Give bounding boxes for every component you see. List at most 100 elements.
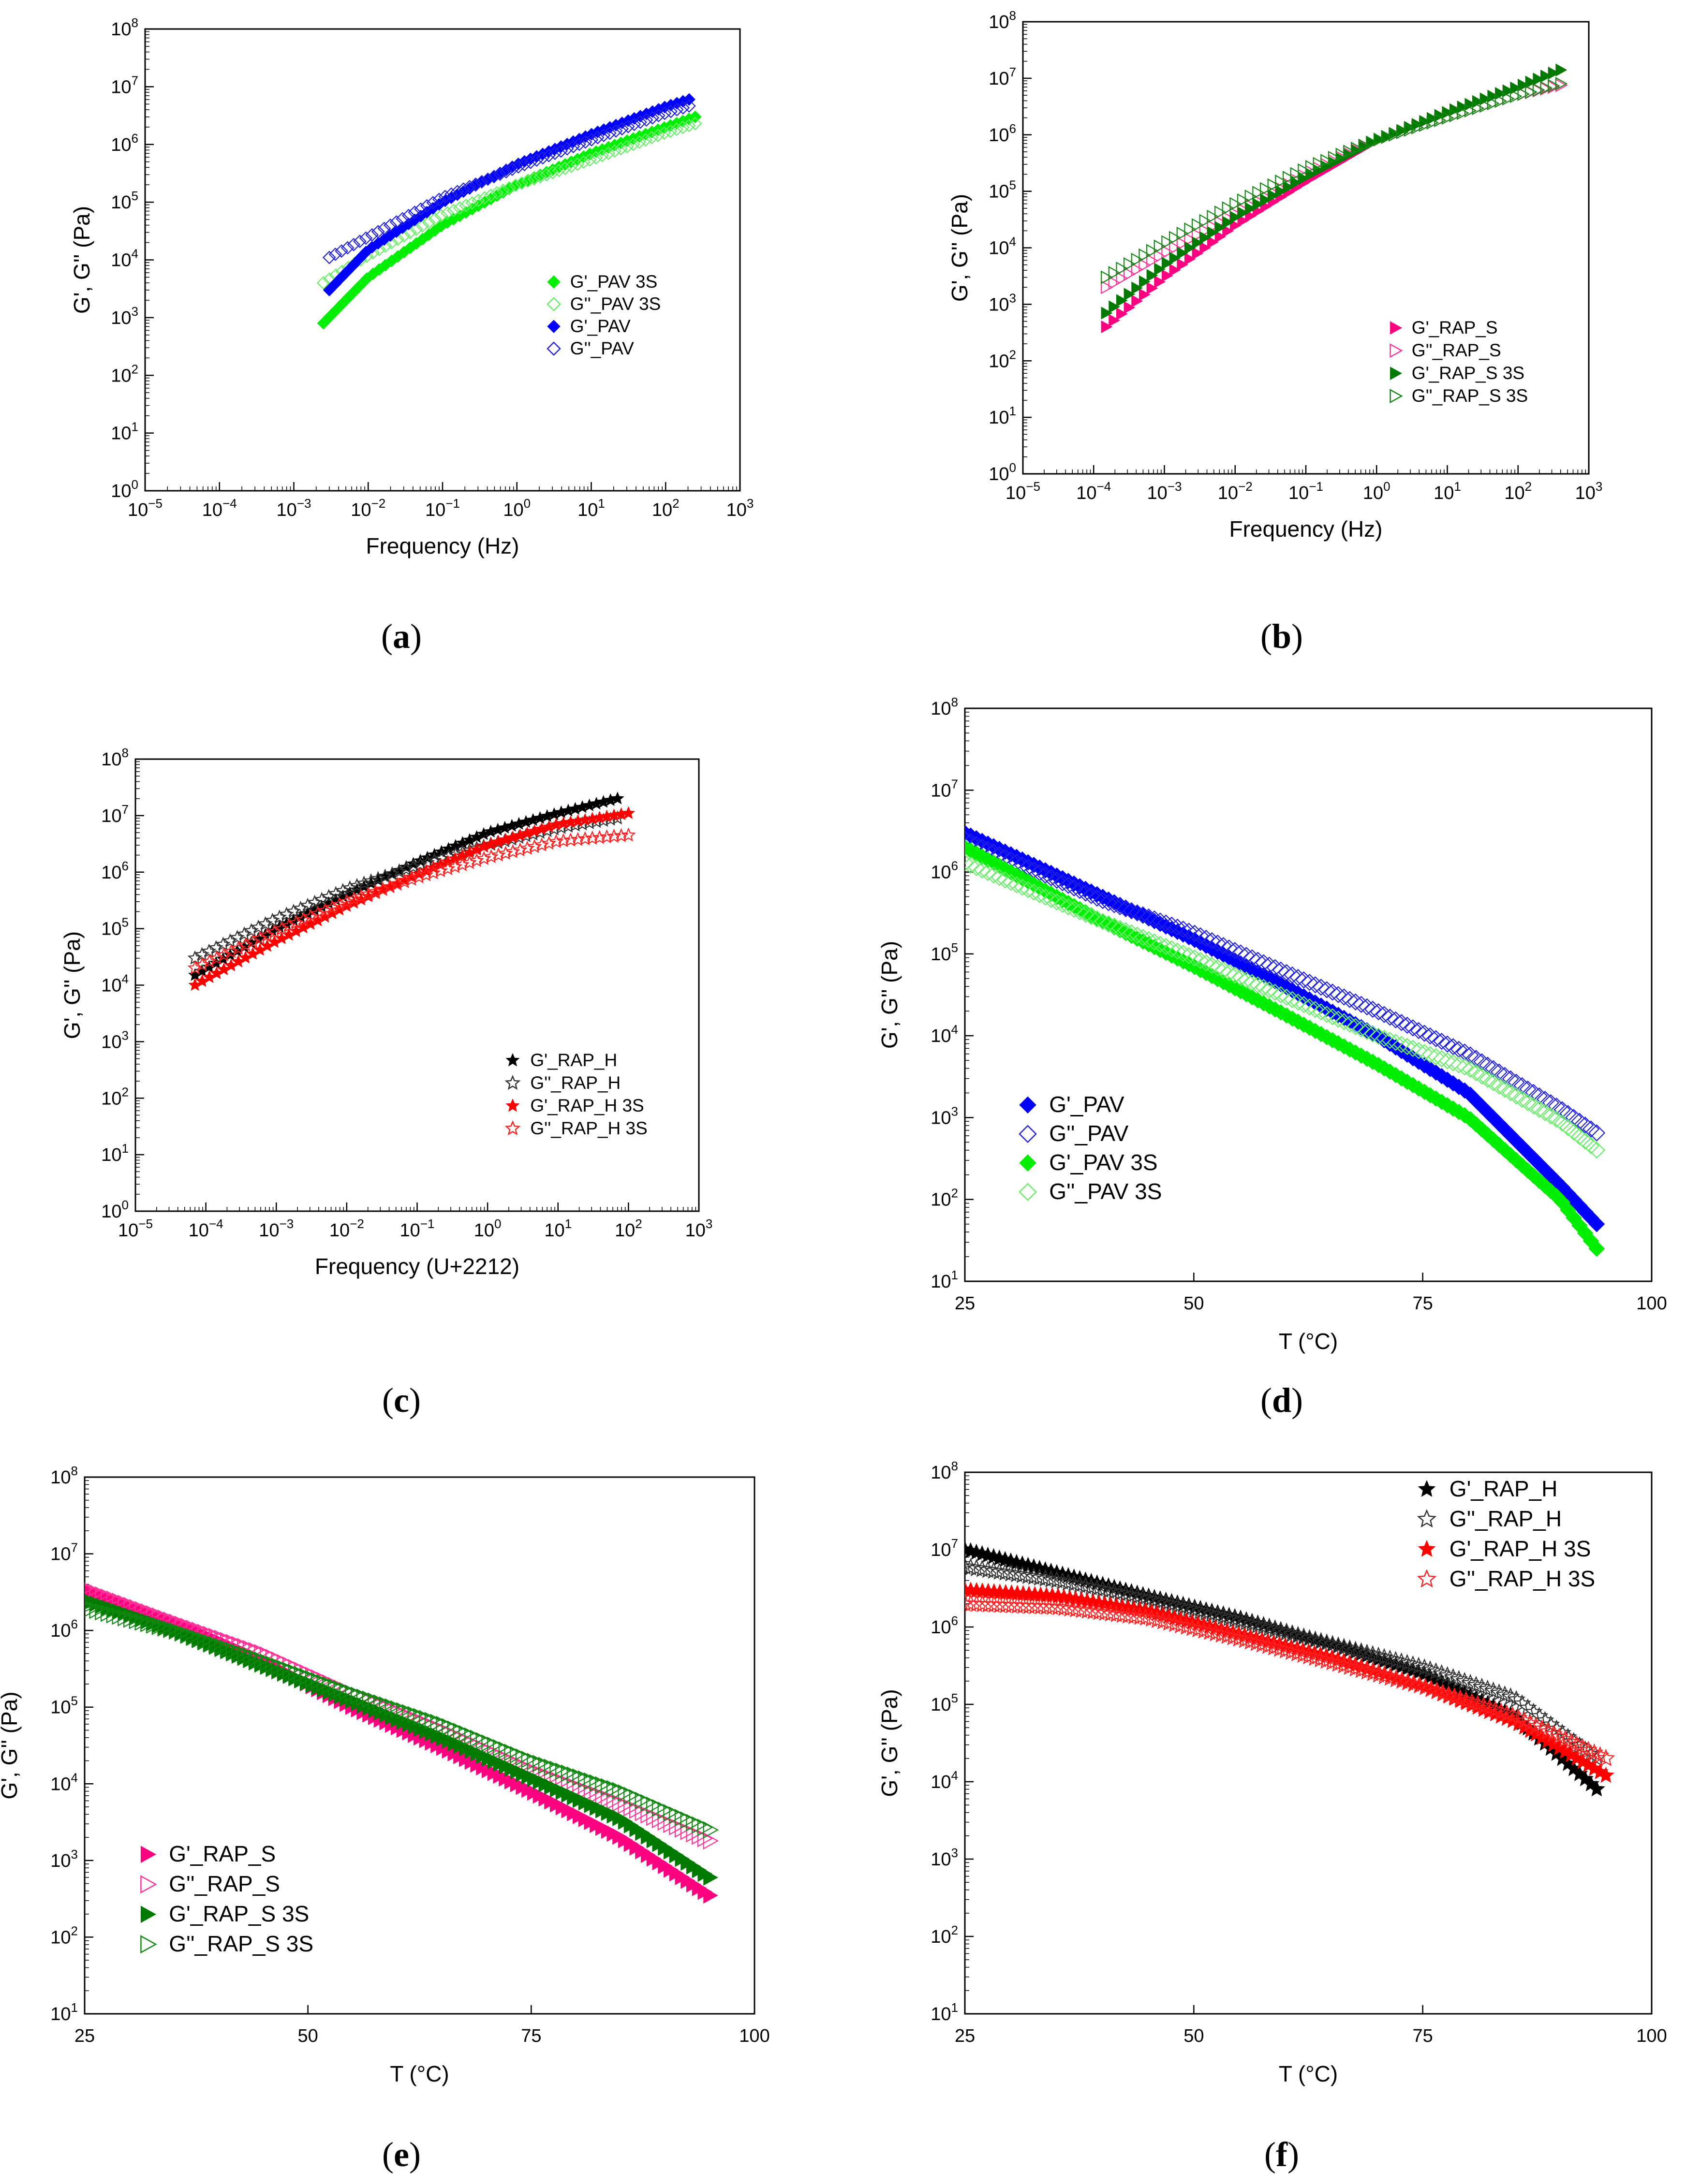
data-point [140, 1603, 156, 1621]
legend-label: G'_RAP_S [169, 1841, 276, 1866]
data-point [583, 1772, 600, 1790]
tick-label-exponent: 2 [1009, 347, 1016, 362]
data-point [1451, 1689, 1470, 1707]
data-point [1254, 1617, 1273, 1635]
y-tick-label: 101 [50, 2000, 78, 2024]
data-point [640, 1794, 656, 1812]
tick-label-exponent: 4 [122, 972, 129, 986]
data-point [639, 133, 652, 147]
data-point [1548, 1111, 1565, 1128]
tick-label-exponent: 1 [1009, 404, 1016, 418]
data-point [1065, 879, 1083, 897]
data-point [1177, 247, 1189, 260]
data-point [1478, 1679, 1497, 1697]
data-point [515, 1748, 532, 1766]
data-point [1008, 876, 1025, 894]
panel-caption: (b) [1260, 617, 1303, 656]
tick-label-exponent: 5 [1009, 178, 1016, 192]
data-point [1312, 979, 1330, 996]
data-point [521, 1750, 537, 1768]
data-point [1184, 252, 1196, 265]
data-point [697, 1830, 713, 1847]
tick-label-base: 10 [726, 500, 747, 520]
data-point [1266, 959, 1284, 977]
data-point [566, 1766, 583, 1784]
data-point [1088, 910, 1106, 928]
data-point [1555, 1730, 1575, 1748]
data-point [1188, 1620, 1207, 1638]
caption-paren-open: ( [1260, 1381, 1272, 1420]
data-point [1174, 921, 1192, 938]
tick-label-base: 10 [931, 2004, 951, 2024]
y-tick-label: 100 [111, 477, 138, 501]
data-point [385, 866, 400, 880]
caption-letter: a [393, 617, 410, 656]
data-point [1381, 130, 1394, 144]
data-point [1111, 898, 1129, 916]
data-point [1305, 1648, 1324, 1666]
data-point [1346, 1641, 1365, 1658]
data-point [342, 880, 357, 894]
data-point [1341, 991, 1359, 1008]
data-point [1375, 1006, 1393, 1023]
data-point [1212, 1625, 1231, 1643]
data-point [1177, 1617, 1196, 1635]
data-point [1229, 1629, 1248, 1647]
data-point [1268, 189, 1279, 202]
data-point [1072, 1600, 1091, 1618]
data-point [664, 124, 678, 138]
data-point [676, 120, 690, 134]
data-point [606, 1792, 622, 1810]
tick-label-exponent: 1 [565, 1217, 572, 1231]
x-tick-label: 10−4 [1076, 479, 1111, 503]
data-point [363, 873, 379, 888]
data-point [1161, 269, 1173, 282]
tick-label-base: 10 [189, 1220, 209, 1241]
data-point [688, 117, 702, 131]
data-point [1284, 991, 1301, 1009]
data-point [1343, 145, 1356, 159]
data-point [623, 1787, 639, 1804]
data-point [1410, 1022, 1427, 1040]
data-point [538, 1757, 554, 1774]
data-point [1019, 1566, 1037, 1584]
y-axis-title: G', G'' (Pa) [69, 206, 94, 314]
data-point [1176, 236, 1189, 250]
data-point [670, 103, 684, 117]
data-point [680, 1822, 696, 1840]
legend-label: G''_RAP_S [169, 1871, 280, 1896]
x-tick-label: 10−2 [1218, 479, 1253, 503]
data-point [1142, 1609, 1161, 1627]
data-point [208, 1636, 224, 1654]
data-point [1108, 266, 1121, 280]
data-point [1409, 1656, 1428, 1674]
data-point [505, 162, 519, 176]
data-point [399, 861, 414, 876]
data-point [703, 1832, 719, 1850]
data-point [409, 222, 423, 236]
data-point [1214, 230, 1227, 243]
panel-caption: (d) [1260, 1381, 1303, 1420]
data-point [1438, 1035, 1456, 1053]
data-point [129, 1612, 145, 1629]
data-point [1410, 1676, 1429, 1694]
data-point [1154, 239, 1167, 253]
data-point [1060, 898, 1077, 916]
data-point [305, 1670, 321, 1688]
data-layer [187, 792, 636, 991]
data-point [1199, 214, 1212, 228]
caption-letter: f [1276, 2135, 1288, 2174]
series-2 [316, 117, 702, 290]
data-point [1485, 1131, 1502, 1148]
data-point [1464, 103, 1477, 118]
tick-label-exponent: 4 [951, 1768, 958, 1783]
data-point [1116, 271, 1128, 286]
legend-marker [504, 1074, 521, 1090]
data-point [1094, 913, 1111, 930]
data-point [1013, 1566, 1032, 1583]
tick-label-exponent: 3 [132, 304, 138, 319]
data-point [1335, 988, 1353, 1006]
data-point [316, 1674, 332, 1692]
data-point [1272, 961, 1289, 979]
tick-label-exponent: 0 [1009, 460, 1016, 475]
